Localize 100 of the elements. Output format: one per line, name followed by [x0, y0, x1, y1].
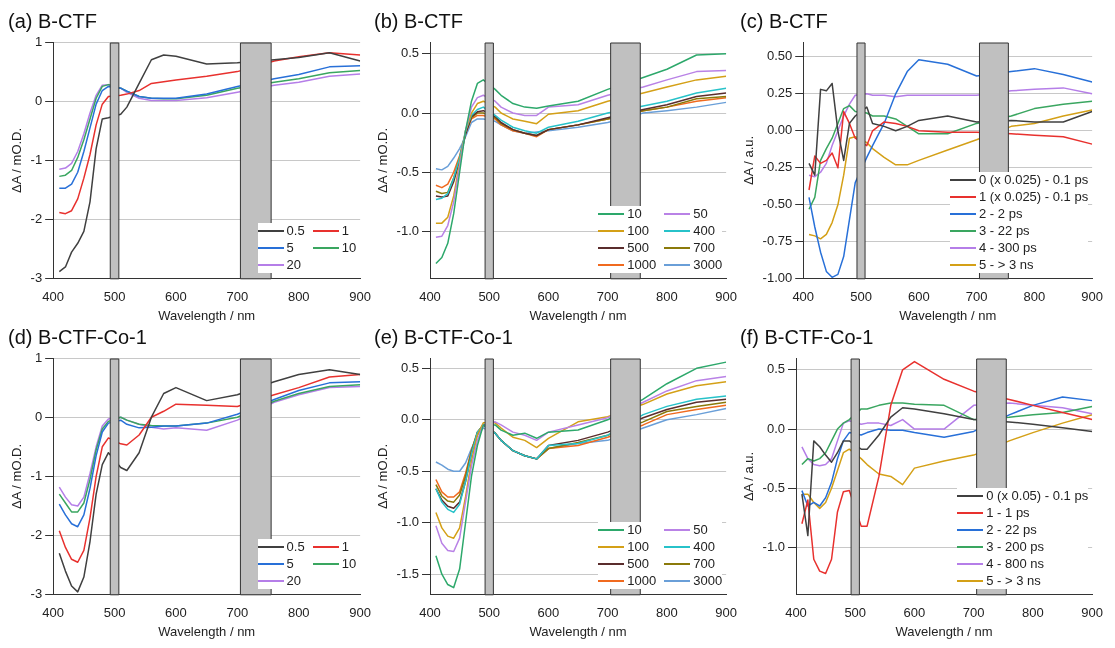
- y-tick-label: 0.00: [766, 122, 793, 138]
- legend-label: 100: [627, 222, 650, 239]
- legend-label: 2 - 2 ps: [979, 205, 1023, 222]
- y-tick-label: 0.25: [766, 85, 793, 101]
- y-tick-label: 0.0: [400, 104, 419, 120]
- x-tick-label: 700: [226, 289, 249, 305]
- chart-title: (c) B-CTF: [740, 9, 828, 32]
- legend-label: 700: [693, 239, 715, 256]
- x-tick-label: 400: [42, 289, 65, 305]
- x-tick-label: 400: [792, 289, 815, 305]
- y-tick-label: -2: [30, 211, 43, 227]
- x-tick-label: 400: [419, 605, 441, 621]
- x-tick-label: 800: [1023, 289, 1046, 305]
- x-tick-label: 700: [962, 605, 985, 621]
- x-tick-label: 500: [103, 605, 126, 621]
- x-tick-label: 500: [844, 605, 867, 621]
- x-tick-label: 500: [103, 289, 126, 305]
- legend-label: 5: [286, 239, 294, 256]
- legend-label: 10: [627, 521, 642, 538]
- x-tick-label: 900: [349, 289, 372, 305]
- x-axis-title: Wavelength / nm: [158, 623, 256, 639]
- y-axis-title: ΔA / mO.D.: [9, 127, 25, 193]
- y-tick-label: -0.5: [396, 462, 419, 478]
- legend-label: 1: [341, 222, 349, 239]
- y-tick-label: -1.0: [762, 539, 785, 555]
- legend-label: 1 - 1 ps: [986, 504, 1030, 521]
- x-tick-label: 500: [478, 605, 501, 621]
- y-tick-label: -0.75: [762, 233, 793, 249]
- legend-label: 50: [693, 205, 708, 222]
- x-tick-label: 400: [42, 605, 65, 621]
- legend-label: 1: [341, 538, 349, 555]
- x-tick-label: 600: [165, 605, 187, 621]
- y-tick-label: -3: [30, 586, 43, 602]
- x-tick-label: 600: [903, 605, 926, 621]
- y-tick-label: -1.00: [762, 270, 793, 286]
- legend-label: 10: [627, 205, 642, 222]
- legend-label: 3 - 22 ps: [979, 222, 1030, 239]
- x-tick-label: 900: [349, 605, 372, 621]
- y-axis-title: ΔA / a.u.: [741, 135, 757, 185]
- y-tick-label: 0: [34, 408, 43, 424]
- legend-label: 3000: [693, 572, 723, 589]
- x-tick-label: 600: [537, 605, 560, 621]
- x-tick-label: 800: [656, 289, 678, 305]
- legend-label: 10: [341, 555, 357, 572]
- chart-title: (f) B-CTF-Co-1: [740, 325, 874, 348]
- x-tick-label: 600: [165, 289, 187, 305]
- y-tick-label: 0.0: [400, 411, 419, 427]
- legend-label: 0.5: [286, 538, 305, 555]
- legend-label: 5: [286, 555, 294, 572]
- y-tick-label: 0.0: [766, 420, 785, 436]
- x-tick-label: 700: [596, 605, 619, 621]
- legend-label: 50: [693, 521, 708, 538]
- legend-label: 1 (x 0.025) - 0.1 ps: [979, 188, 1089, 205]
- x-tick-label: 800: [287, 289, 310, 305]
- y-axis-title: ΔA / mO.D.: [375, 127, 391, 193]
- chart-title: (b) B-CTF: [374, 9, 463, 32]
- x-tick-label: 600: [537, 289, 560, 305]
- legend-label: 3 - 200 ps: [986, 538, 1045, 555]
- y-tick-label: 0.5: [400, 359, 419, 375]
- x-tick-label: 900: [1081, 289, 1104, 305]
- y-tick-label: 0.5: [766, 361, 785, 377]
- legend-label: 1000: [627, 572, 657, 589]
- legend-label: 0.5: [286, 222, 305, 239]
- x-tick-label: 500: [478, 289, 501, 305]
- x-tick-label: 400: [419, 289, 441, 305]
- legend-label: 2 - 22 ps: [986, 521, 1037, 538]
- legend-label: 4 - 300 ps: [979, 239, 1037, 256]
- legend-label: 1000: [627, 256, 657, 273]
- x-tick-label: 700: [226, 605, 249, 621]
- legend-label: 100: [627, 538, 650, 555]
- legend-label: 5 - > 3 ns: [979, 256, 1034, 273]
- x-tick-label: 900: [715, 289, 738, 305]
- x-axis-title: Wavelength / nm: [899, 307, 997, 323]
- x-axis-title: Wavelength / nm: [895, 623, 993, 639]
- legend-label: 10: [341, 239, 357, 256]
- y-tick-label: -0.25: [762, 159, 793, 175]
- y-axis-title: ΔA / mO.D.: [375, 443, 391, 509]
- legend-label: 20: [286, 256, 302, 273]
- y-tick-label: 1: [34, 349, 43, 365]
- y-tick-label: -2: [30, 527, 43, 543]
- y-tick-label: -0.5: [396, 163, 419, 179]
- legend-label: 3000: [693, 256, 723, 273]
- y-tick-label: 0: [34, 92, 43, 108]
- x-tick-label: 900: [715, 605, 738, 621]
- y-tick-label: -1.0: [396, 514, 419, 530]
- x-tick-label: 800: [1022, 605, 1044, 621]
- x-tick-label: 700: [596, 289, 619, 305]
- y-tick-label: -0.50: [762, 196, 793, 212]
- y-axis-title: ΔA / mO.D.: [9, 443, 25, 509]
- chart-title: (d) B-CTF-Co-1: [8, 325, 147, 348]
- y-tick-label: -1.5: [396, 565, 419, 581]
- x-tick-label: 500: [850, 289, 872, 305]
- x-tick-label: 800: [656, 605, 678, 621]
- chart-title: (a) B-CTF: [8, 9, 97, 32]
- y-tick-label: 0.5: [400, 45, 419, 61]
- legend-label: 20: [286, 572, 302, 589]
- legend-label: 400: [693, 222, 715, 239]
- x-axis-title: Wavelength / nm: [158, 307, 256, 323]
- y-tick-label: -3: [30, 270, 43, 286]
- y-tick-label: 0.50: [766, 48, 793, 64]
